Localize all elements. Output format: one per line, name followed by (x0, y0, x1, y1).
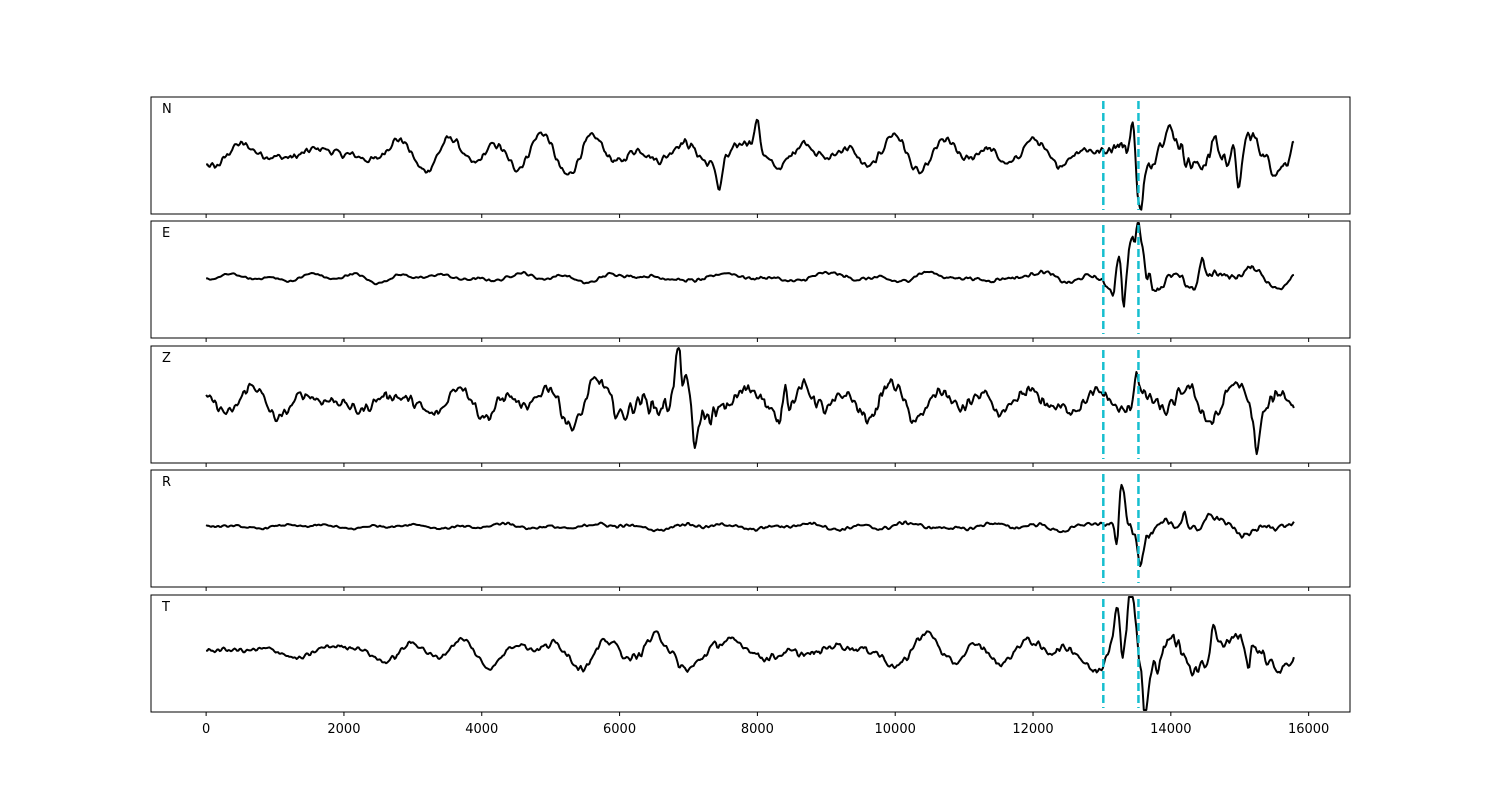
panel-label: Z (162, 351, 171, 366)
x-tick-label: 6000 (603, 722, 636, 737)
panel-label: R (162, 475, 171, 490)
trace-panel-e: E (150, 220, 1351, 342)
x-tick-label: 0 (202, 722, 210, 737)
panel-label: T (161, 600, 170, 615)
x-tick-label: 8000 (741, 722, 774, 737)
x-tick-label: 10000 (875, 722, 916, 737)
x-tick-label: 4000 (465, 722, 498, 737)
waveform-trace (205, 596, 1295, 711)
trace-panel-n: N (150, 96, 1351, 218)
waveform-trace (206, 118, 1295, 211)
panel-label: N (162, 102, 172, 117)
panel-frame (150, 345, 1351, 464)
trace-panel-z: Z (150, 345, 1351, 467)
x-tick-label: 14000 (1150, 722, 1191, 737)
x-tick-label: 2000 (327, 722, 360, 737)
waveform-trace (205, 347, 1295, 456)
panel-frame (150, 594, 1351, 713)
x-tick-label: 16000 (1288, 722, 1329, 737)
panel-frame (150, 220, 1351, 339)
panel-label: E (162, 226, 170, 241)
x-tick-label: 12000 (1012, 722, 1053, 737)
panel-frame (150, 469, 1351, 588)
trace-panel-r: R (150, 469, 1351, 591)
trace-panel-t: T 0 2000 4000 6000 8000 10000 12000 14000 16000 (150, 594, 1351, 737)
panel-frame (150, 96, 1351, 215)
waveform-trace (205, 483, 1295, 568)
waveform-trace (206, 222, 1295, 308)
